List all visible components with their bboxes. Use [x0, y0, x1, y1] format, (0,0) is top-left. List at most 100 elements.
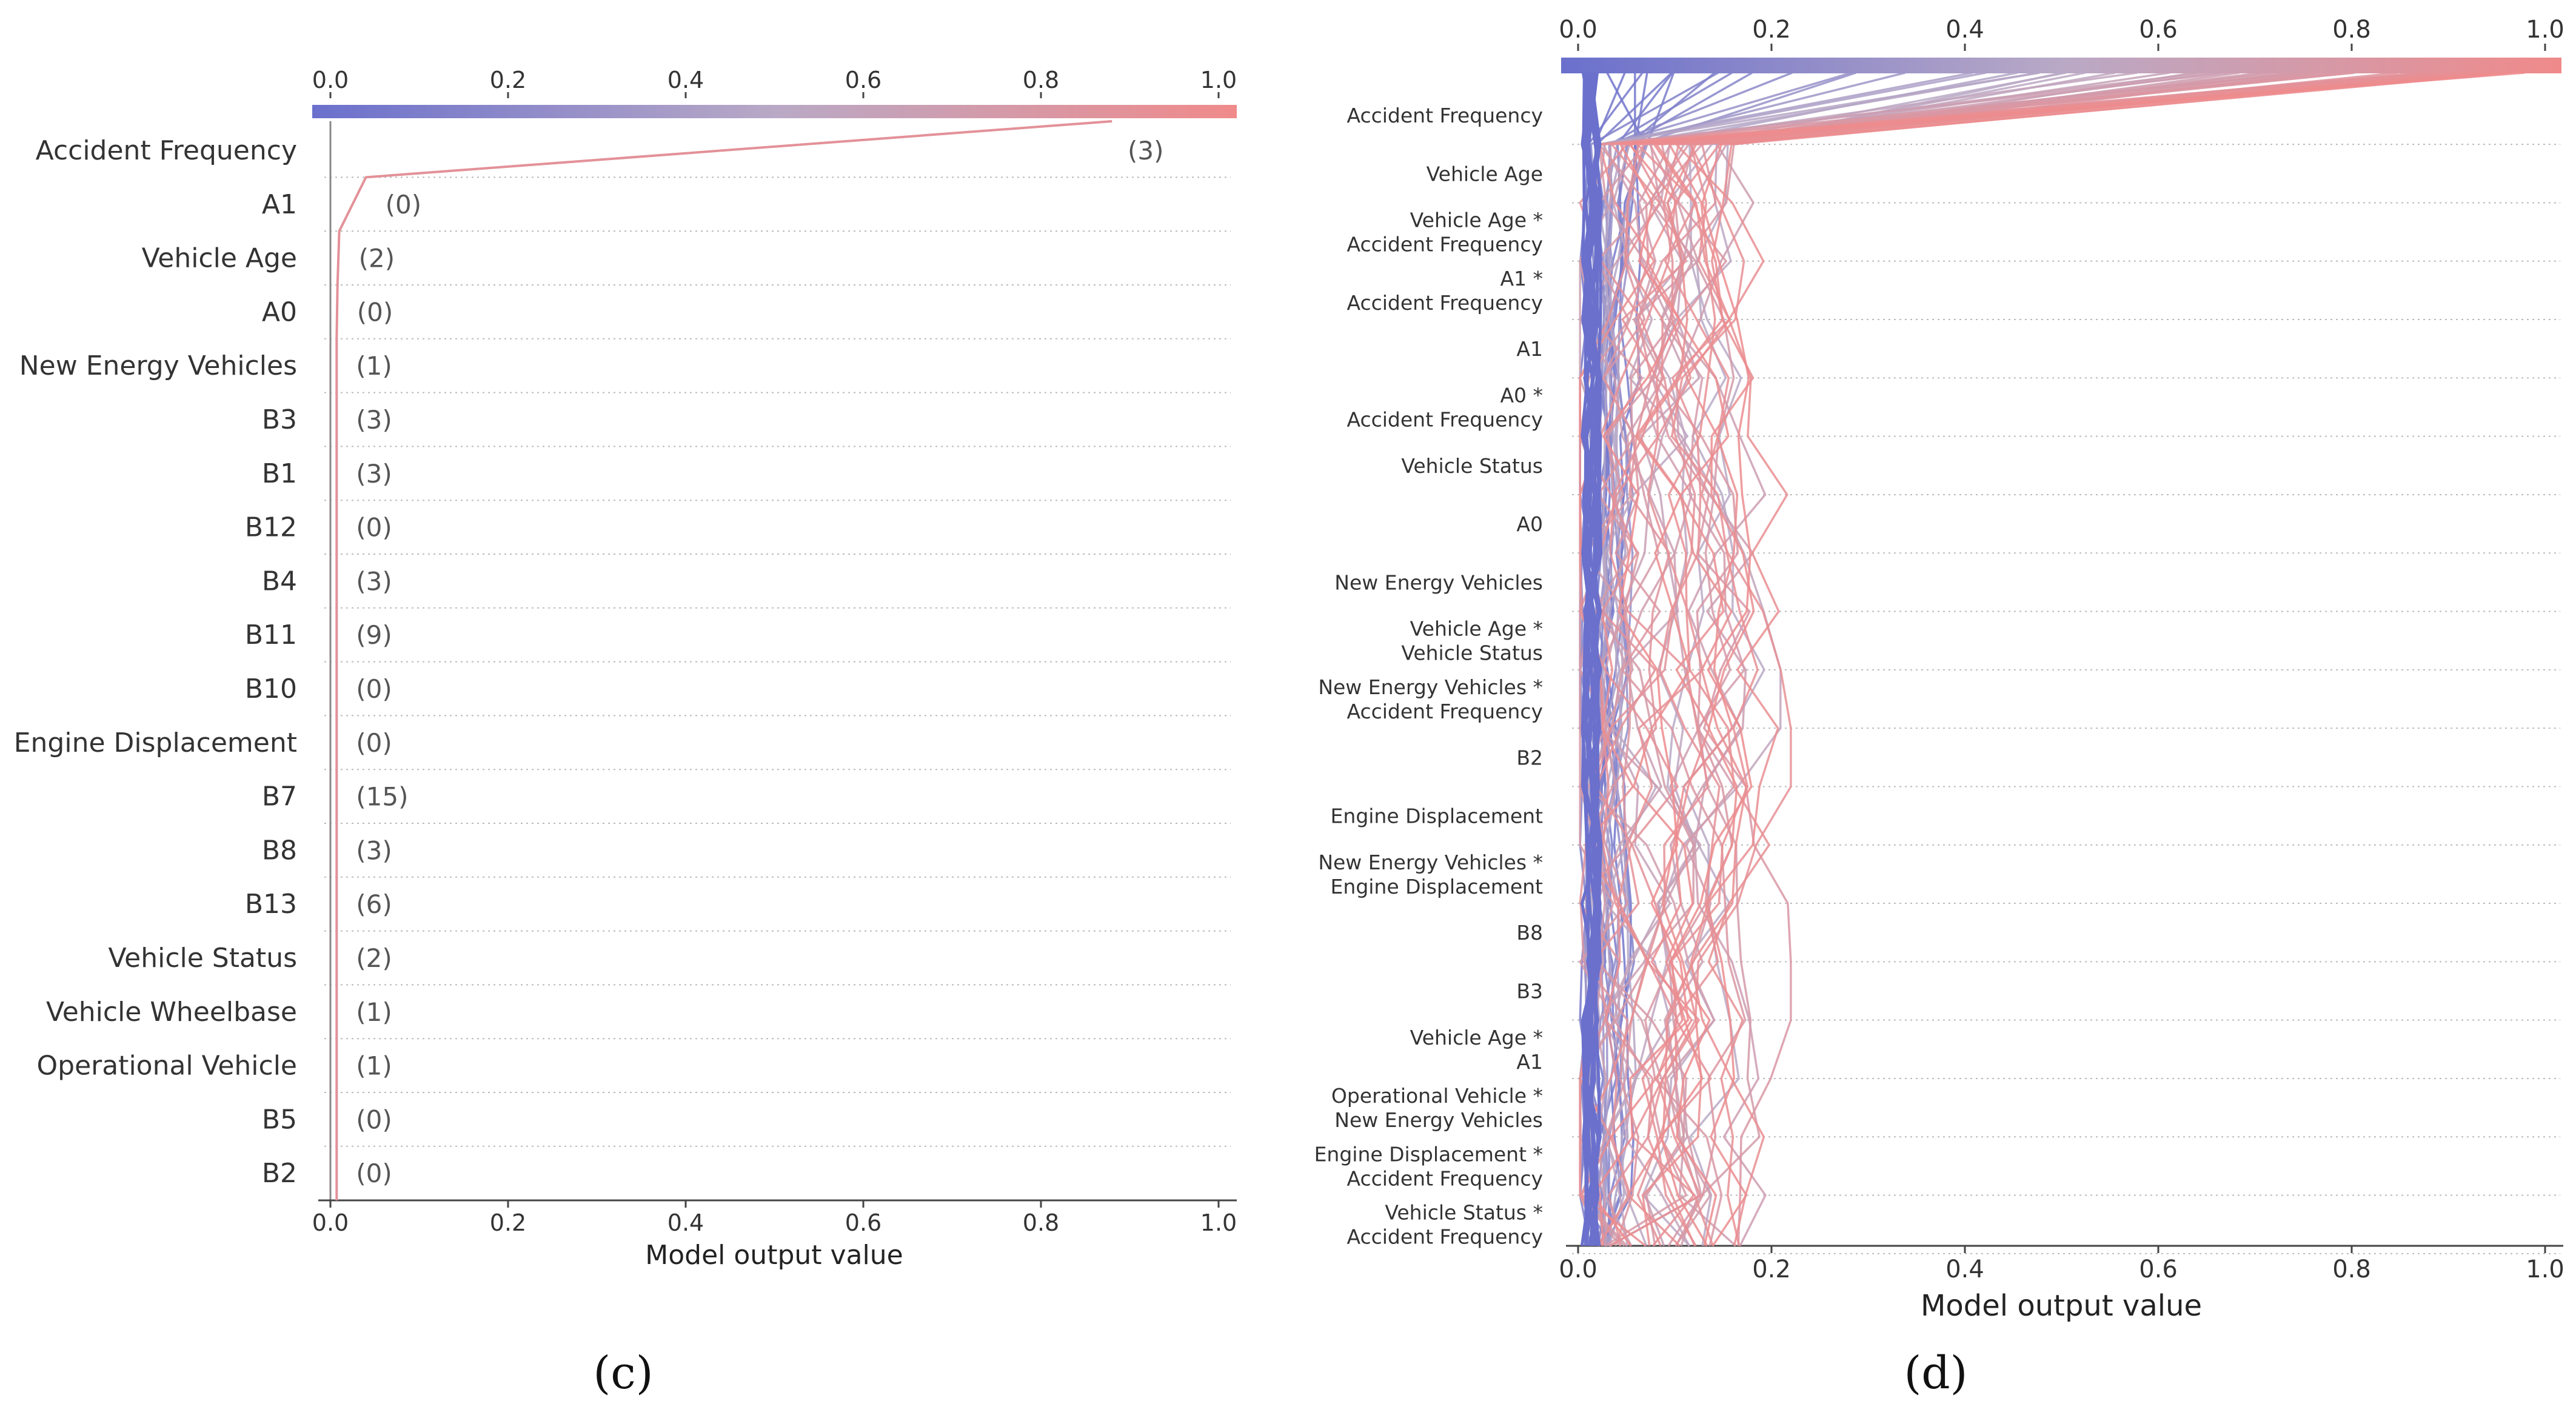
x-tick-label-c: 0.6: [845, 1209, 882, 1236]
feature-value-c: (1): [356, 997, 392, 1027]
colorbar-tick-label-d: 0.4: [1945, 16, 1984, 44]
feature-value-c: (3): [356, 835, 392, 865]
decision-line-d: [1605, 72, 2116, 1246]
feature-values-c: (3) (0) (2) (0) (1) (3) (3) (0) (3) (9) (0) (0) (15)…: [356, 136, 1163, 1188]
colorbar-tick-label-d: 0.2: [1752, 16, 1791, 44]
feature-label-d: New Energy Vehicles: [1334, 570, 1543, 594]
feature-label-c: Vehicle Status: [108, 943, 297, 974]
feature-value-c: (0): [356, 674, 392, 704]
feature-label-c: Vehicle Wheelbase: [46, 997, 297, 1028]
feature-label-d: Accident Frequency: [1347, 700, 1543, 723]
feature-label-c: B3: [262, 404, 297, 435]
feature-label-c: Accident Frequency: [36, 135, 297, 166]
colorbar-tick-label-d: 0.8: [2332, 16, 2371, 44]
decision-line-d: [1579, 72, 2398, 1246]
decision-line-d: [1597, 72, 2355, 1246]
colorbar-tick-label-d: 1.0: [2526, 16, 2564, 44]
x-ticks-c: 0.0 0.2 0.4 0.6 0.8 1.0: [312, 1200, 1237, 1236]
feature-label-d: Accident Frequency: [1347, 104, 1543, 127]
feature-label-d: Vehicle Age: [1427, 162, 1543, 186]
feature-label-d: Vehicle Status: [1401, 454, 1543, 478]
feature-value-c: (9): [356, 620, 392, 650]
colorbar-tick-label-c: 0.4: [667, 67, 704, 93]
decision-line-d: [1579, 72, 2354, 1246]
feature-value-c: (15): [356, 782, 408, 812]
feature-value-c: (0): [386, 190, 422, 219]
feature-label-d: A0 *: [1500, 384, 1543, 407]
feature-label-d: New Energy Vehicles: [1334, 1108, 1543, 1132]
colorbar-tick-label-c: 1.0: [1200, 67, 1237, 93]
feature-label-d: B3: [1516, 980, 1543, 1003]
feature-label-d: Vehicle Age *: [1410, 1026, 1543, 1049]
feature-label-c: Engine Displacement: [14, 727, 297, 758]
feature-labels-d: Accident Frequency Vehicle Age Vehicle Age…: [1314, 104, 1543, 1249]
decision-line-d: [1651, 72, 2339, 1246]
feature-label-d: Accident Frequency: [1347, 1225, 1543, 1249]
x-tick-label-d: 0.0: [1559, 1256, 1597, 1283]
x-tick-label-d: 1.0: [2526, 1256, 2564, 1283]
colorbar-d: [1561, 58, 2561, 73]
colorbar-c: [312, 105, 1237, 118]
panel-label-c: (c): [593, 1347, 653, 1399]
colorbar-tick-label-d: 0.0: [1559, 16, 1597, 44]
colorbar-tick-label-c: 0.6: [845, 67, 882, 93]
feature-value-c: (1): [356, 351, 392, 381]
feature-label-d: Vehicle Status: [1401, 641, 1543, 665]
decision-line-d: [1580, 72, 1602, 1246]
feature-value-c: (3): [1128, 136, 1164, 166]
feature-value-c: (0): [357, 297, 393, 327]
decision-line-d: [1579, 72, 2489, 1246]
feature-label-d: A1: [1516, 1050, 1543, 1074]
decision-line-d: [1674, 72, 2484, 1246]
decision-line-d: [1627, 72, 2486, 1247]
feature-label-c: A0: [262, 296, 297, 327]
x-axis-label-d: Model output value: [1921, 1289, 2202, 1323]
x-tick-label-c: 0.8: [1023, 1209, 1059, 1236]
feature-label-d: Vehicle Age *: [1410, 617, 1543, 641]
feature-label-c: B10: [245, 674, 297, 704]
decision-line-d: [1579, 72, 2086, 1246]
colorbar-ticks-d: 0.0 0.2 0.4 0.6 0.8 1.0: [1559, 16, 2564, 51]
feature-label-c: B1: [262, 458, 297, 489]
feature-label-c: New Energy Vehicles: [19, 350, 297, 381]
feature-value-c: (0): [356, 1159, 392, 1188]
feature-value-c: (0): [356, 728, 392, 758]
decision-line-d: [1641, 72, 2489, 1246]
decision-line-d: [1609, 72, 2445, 1246]
x-axis-label-c: Model output value: [645, 1240, 903, 1271]
colorbar-ticks-c: 0.0 0.2 0.4 0.6 0.8 1.0: [312, 67, 1237, 98]
feature-label-d: New Energy Vehicles *: [1318, 675, 1543, 699]
decision-line-d: [1601, 72, 2229, 1246]
decision-line-d: [1631, 72, 2459, 1246]
decision-line-d: [1641, 72, 2465, 1246]
panel-label-d: (d): [1904, 1347, 1967, 1399]
x-tick-label-c: 1.0: [1200, 1209, 1237, 1236]
feature-label-d: A1 *: [1500, 267, 1543, 290]
colorbar-tick-label-c: 0.2: [490, 67, 526, 93]
feature-label-c: B11: [245, 620, 297, 650]
x-tick-label-d: 0.2: [1752, 1256, 1791, 1283]
feature-value-c: (2): [356, 943, 392, 973]
decision-line-d: [1667, 72, 2469, 1246]
feature-labels-c: Accident Frequency A1 Vehicle Age A0 New Ene…: [14, 135, 297, 1189]
decision-line-d: [1582, 72, 1603, 1246]
decision-line-d: [1666, 72, 2240, 1247]
feature-label-c: Vehicle Age: [142, 243, 297, 274]
feature-label-d: Accident Frequency: [1347, 408, 1543, 432]
decision-line-d: [1579, 72, 2420, 1246]
feature-label-d: Vehicle Age *: [1410, 209, 1543, 232]
decision-line-d: [1652, 72, 2504, 1246]
feature-label-d: New Energy Vehicles *: [1318, 851, 1543, 874]
decision-line-d: [1580, 72, 2495, 1247]
decision-line-d: [1591, 72, 2525, 1247]
x-tick-label-d: 0.6: [2139, 1256, 2178, 1283]
decision-line-d: [1682, 72, 2063, 1246]
feature-value-c: (3): [356, 459, 392, 489]
decision-plot-d: 0.0 0.2 0.4 0.6 0.8 1.0 Accident Frequency Veh…: [1314, 16, 2564, 1399]
feature-label-c: Operational Vehicle: [37, 1051, 298, 1082]
x-tick-label-c: 0.0: [312, 1209, 349, 1236]
feature-value-c: (1): [356, 1051, 392, 1081]
colorbar-tick-label-d: 0.6: [2139, 16, 2178, 44]
feature-label-d: Engine Displacement: [1331, 804, 1544, 828]
